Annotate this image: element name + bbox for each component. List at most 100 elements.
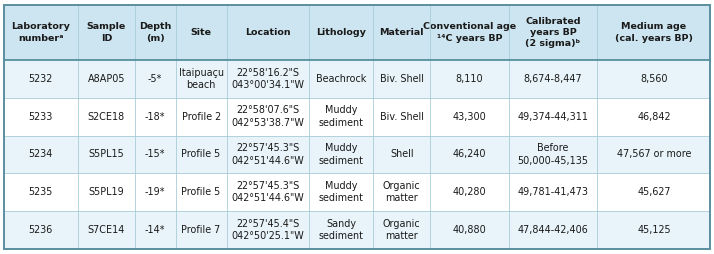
Bar [373, 136, 430, 173]
Bar [430, 173, 508, 211]
Text: 46,240: 46,240 [453, 149, 486, 160]
Bar [79, 60, 135, 98]
Text: Biv. Shell: Biv. Shell [380, 112, 424, 122]
Bar [598, 5, 710, 60]
Bar [430, 211, 508, 249]
Bar [226, 136, 309, 173]
Text: Profile 2: Profile 2 [181, 112, 221, 122]
Text: 5233: 5233 [29, 112, 53, 122]
Text: 46,842: 46,842 [637, 112, 670, 122]
Text: Profile 5: Profile 5 [181, 187, 221, 197]
Bar [79, 173, 135, 211]
Text: 8,560: 8,560 [640, 74, 668, 84]
Bar [135, 98, 176, 136]
Text: Medium age
(cal. years BP): Medium age (cal. years BP) [615, 22, 693, 43]
Bar [309, 136, 373, 173]
Text: S5PL19: S5PL19 [89, 187, 124, 197]
Text: Lithology: Lithology [316, 28, 366, 37]
Text: Depth
(m): Depth (m) [139, 22, 171, 43]
Bar [598, 98, 710, 136]
Bar [226, 173, 309, 211]
Text: 8,110: 8,110 [456, 74, 483, 84]
Text: Location: Location [245, 28, 291, 37]
Bar [226, 211, 309, 249]
Text: Biv. Shell: Biv. Shell [380, 74, 424, 84]
Text: 5234: 5234 [29, 149, 53, 160]
Text: 5236: 5236 [29, 225, 53, 235]
Bar [309, 98, 373, 136]
Text: A8AP05: A8AP05 [88, 74, 125, 84]
Bar [226, 5, 309, 60]
Bar [508, 136, 598, 173]
Bar [79, 5, 135, 60]
Text: 45,627: 45,627 [637, 187, 670, 197]
Bar [176, 60, 226, 98]
Bar [508, 98, 598, 136]
Bar [4, 98, 78, 136]
Text: 22°58'07.6"S
042°53'38.7"W: 22°58'07.6"S 042°53'38.7"W [231, 105, 304, 128]
Text: Sandy
sediment: Sandy sediment [319, 219, 363, 241]
Bar [430, 60, 508, 98]
Text: 49,374-44,311: 49,374-44,311 [518, 112, 588, 122]
Text: Sample
ID: Sample ID [87, 22, 126, 43]
Text: S2CE18: S2CE18 [88, 112, 125, 122]
Text: 8,674-8,447: 8,674-8,447 [523, 74, 583, 84]
Text: 22°57'45.3"S
042°51'44.6"W: 22°57'45.3"S 042°51'44.6"W [231, 181, 304, 203]
Bar [176, 211, 226, 249]
Bar [430, 98, 508, 136]
Text: Beachrock: Beachrock [316, 74, 366, 84]
Text: Laboratory
numberᵃ: Laboratory numberᵃ [11, 22, 70, 43]
Text: 47,844-42,406: 47,844-42,406 [518, 225, 588, 235]
Text: 22°58'16.2"S
043°00'34.1"W: 22°58'16.2"S 043°00'34.1"W [231, 68, 304, 90]
Text: Muddy
sediment: Muddy sediment [319, 105, 363, 128]
Bar [79, 136, 135, 173]
Bar [135, 136, 176, 173]
Text: -14*: -14* [145, 225, 166, 235]
Text: S7CE14: S7CE14 [88, 225, 125, 235]
Text: Before
50,000-45,135: Before 50,000-45,135 [518, 143, 588, 166]
Bar [373, 60, 430, 98]
Text: Muddy
sediment: Muddy sediment [319, 143, 363, 166]
Bar [373, 98, 430, 136]
Bar [4, 136, 78, 173]
Bar [373, 5, 430, 60]
Bar [4, 173, 78, 211]
Bar [508, 211, 598, 249]
Bar [508, 5, 598, 60]
Bar [176, 136, 226, 173]
Bar [430, 136, 508, 173]
Text: Calibrated
years BP
(2 sigma)ᵇ: Calibrated years BP (2 sigma)ᵇ [526, 17, 580, 48]
Bar [135, 173, 176, 211]
Text: Conventional age
¹⁴C years BP: Conventional age ¹⁴C years BP [423, 22, 516, 43]
Text: 49,781-41,473: 49,781-41,473 [518, 187, 588, 197]
Bar [79, 211, 135, 249]
Text: -5*: -5* [148, 74, 162, 84]
Text: Profile 7: Profile 7 [181, 225, 221, 235]
Bar [373, 173, 430, 211]
Bar [4, 211, 78, 249]
Text: -18*: -18* [145, 112, 166, 122]
Bar [598, 136, 710, 173]
Text: S5PL15: S5PL15 [89, 149, 124, 160]
Text: 45,125: 45,125 [637, 225, 670, 235]
Text: 22°57'45.3"S
042°51'44.6"W: 22°57'45.3"S 042°51'44.6"W [231, 143, 304, 166]
Text: -15*: -15* [145, 149, 166, 160]
Bar [79, 98, 135, 136]
Text: 5232: 5232 [29, 74, 53, 84]
Bar [598, 173, 710, 211]
Bar [4, 60, 78, 98]
Text: 43,300: 43,300 [453, 112, 486, 122]
Text: Itaipuaçu
beach: Itaipuaçu beach [178, 68, 223, 90]
Bar [430, 5, 508, 60]
Bar [309, 5, 373, 60]
Text: Muddy
sediment: Muddy sediment [319, 181, 363, 203]
Bar [309, 211, 373, 249]
Text: Material: Material [380, 28, 424, 37]
Bar [4, 5, 78, 60]
Text: 40,880: 40,880 [453, 225, 486, 235]
Bar [508, 173, 598, 211]
Bar [176, 173, 226, 211]
Bar [309, 173, 373, 211]
Text: Organic
matter: Organic matter [383, 181, 421, 203]
Text: Site: Site [191, 28, 211, 37]
